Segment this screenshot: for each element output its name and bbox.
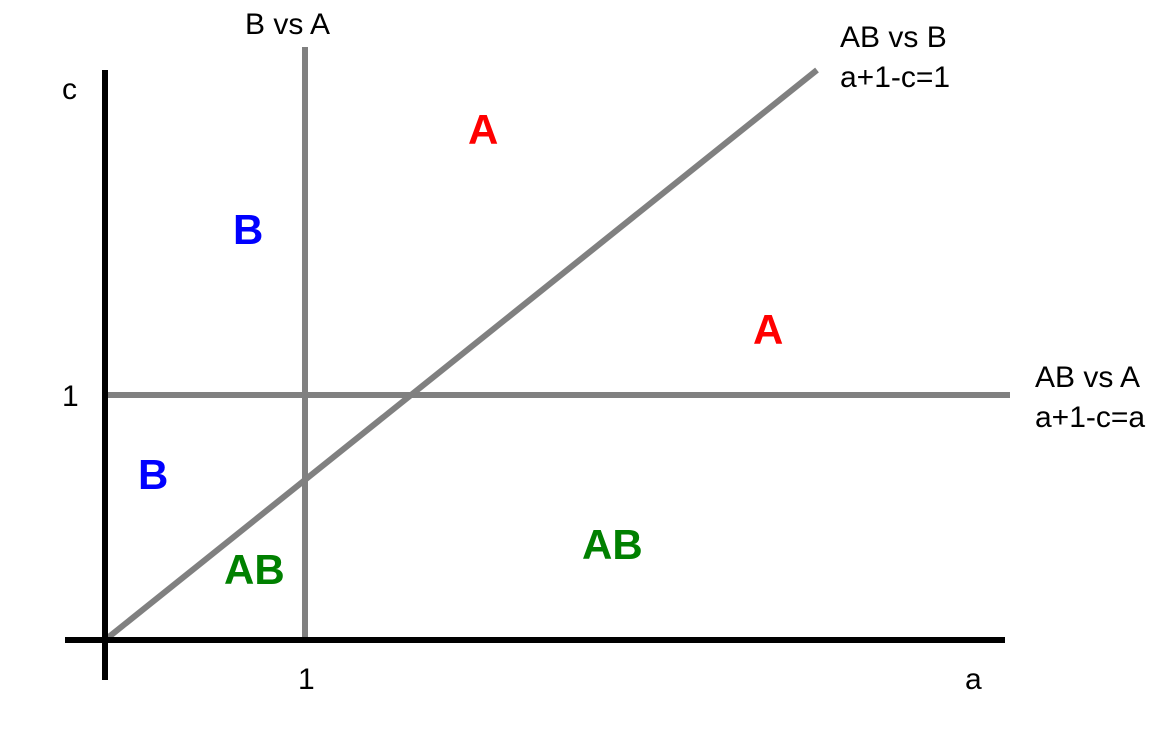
region-label-b-upper: B (233, 209, 263, 251)
region-label-a-upper: A (468, 109, 498, 151)
region-label-ab-right: AB (582, 524, 643, 566)
line-ab-vs-b-label: AB vs B (840, 23, 947, 53)
region-label-b-lower: B (138, 454, 168, 496)
region-label-ab-left: AB (224, 549, 285, 591)
line-ab-vs-a-equation: a+1-c=a (1035, 403, 1145, 433)
line-b-vs-a-label: B vs A (245, 10, 330, 40)
x-tick-1: 1 (298, 665, 315, 695)
y-tick-1: 1 (62, 382, 79, 412)
phase-diagram (0, 0, 1171, 745)
region-label-a-right: A (753, 309, 783, 351)
line-ab-vs-b-equation: a+1-c=1 (840, 63, 950, 93)
y-axis-label: c (62, 75, 77, 105)
line-ab-vs-a-label: AB vs A (1035, 363, 1140, 393)
line-ab-vs-b (105, 70, 817, 640)
x-axis-label: a (965, 665, 982, 695)
